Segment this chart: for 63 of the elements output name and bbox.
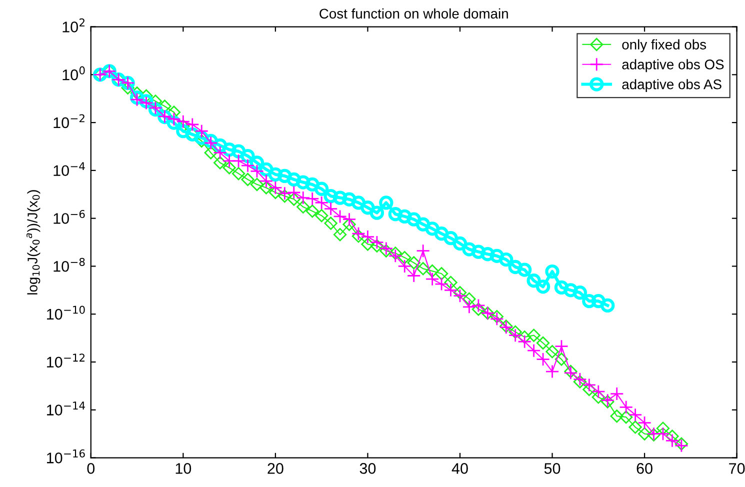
x-tick-label: 20 bbox=[268, 463, 284, 474]
x-tick-label: 10 bbox=[176, 463, 192, 474]
y-tick-label: 10$^{−2}$ bbox=[54, 114, 84, 128]
point bbox=[268, 167, 283, 182]
y-tick-label: 10$^{−4}$ bbox=[54, 162, 85, 176]
y-tick-label: 10$^{−12}$ bbox=[47, 354, 84, 368]
point bbox=[490, 248, 504, 263]
point bbox=[176, 124, 190, 138]
legend-label: adaptive obs OS bbox=[622, 59, 724, 72]
y-tick-label: 10$^{−10}$ bbox=[47, 306, 85, 320]
y-tick-label: 10$^{−6}$ bbox=[54, 210, 85, 224]
point bbox=[416, 217, 430, 232]
point bbox=[406, 212, 421, 226]
y-tick-label: 10$^{−14}$ bbox=[47, 402, 85, 416]
point bbox=[471, 244, 486, 259]
point bbox=[444, 230, 458, 246]
point bbox=[388, 207, 402, 222]
point bbox=[324, 189, 338, 204]
y-tick-label: 10$^{−16}$ bbox=[47, 449, 85, 464]
point bbox=[231, 144, 246, 158]
point bbox=[278, 168, 292, 184]
point bbox=[582, 294, 596, 308]
point bbox=[508, 260, 522, 274]
legend-label: only fixed obs bbox=[622, 39, 706, 52]
point bbox=[462, 242, 476, 256]
y-tick-label: 10$^{2}$ bbox=[62, 18, 84, 32]
point bbox=[517, 262, 532, 277]
point bbox=[572, 286, 588, 300]
point bbox=[434, 226, 449, 241]
x-tick-label: 70 bbox=[729, 463, 745, 474]
point bbox=[332, 190, 348, 205]
y-tick-label: 10$^{0}$ bbox=[62, 66, 85, 80]
point bbox=[425, 222, 440, 236]
point bbox=[351, 196, 366, 210]
point bbox=[545, 264, 560, 279]
x-tick-label: 60 bbox=[636, 463, 652, 474]
point bbox=[296, 175, 310, 190]
point bbox=[379, 196, 394, 210]
x-tick-label: 30 bbox=[360, 463, 376, 474]
point bbox=[305, 177, 320, 192]
point bbox=[370, 206, 384, 220]
x-tick-label: 0 bbox=[87, 463, 95, 474]
point bbox=[480, 247, 495, 262]
point bbox=[554, 280, 569, 295]
legend-label: adaptive obs AS bbox=[622, 79, 722, 92]
point bbox=[452, 236, 468, 251]
x-tick-label: 50 bbox=[544, 463, 560, 474]
point bbox=[360, 200, 375, 215]
point bbox=[286, 172, 301, 187]
point bbox=[591, 294, 606, 308]
point bbox=[499, 252, 514, 267]
point bbox=[526, 274, 541, 288]
point bbox=[536, 280, 550, 294]
point bbox=[398, 209, 412, 224]
y-tick-label: 10$^{−8}$ bbox=[54, 258, 85, 272]
x-tick-label: 40 bbox=[452, 463, 468, 474]
point bbox=[600, 298, 615, 313]
chart-title: Cost function on whole domain bbox=[320, 8, 508, 19]
y-axis-title: log$_{10}$J(x$_{0}$$^{a}$))/J(x$_{0}$) bbox=[26, 190, 40, 294]
point bbox=[259, 162, 274, 177]
point bbox=[342, 192, 356, 206]
point bbox=[314, 182, 329, 196]
point bbox=[564, 283, 578, 298]
